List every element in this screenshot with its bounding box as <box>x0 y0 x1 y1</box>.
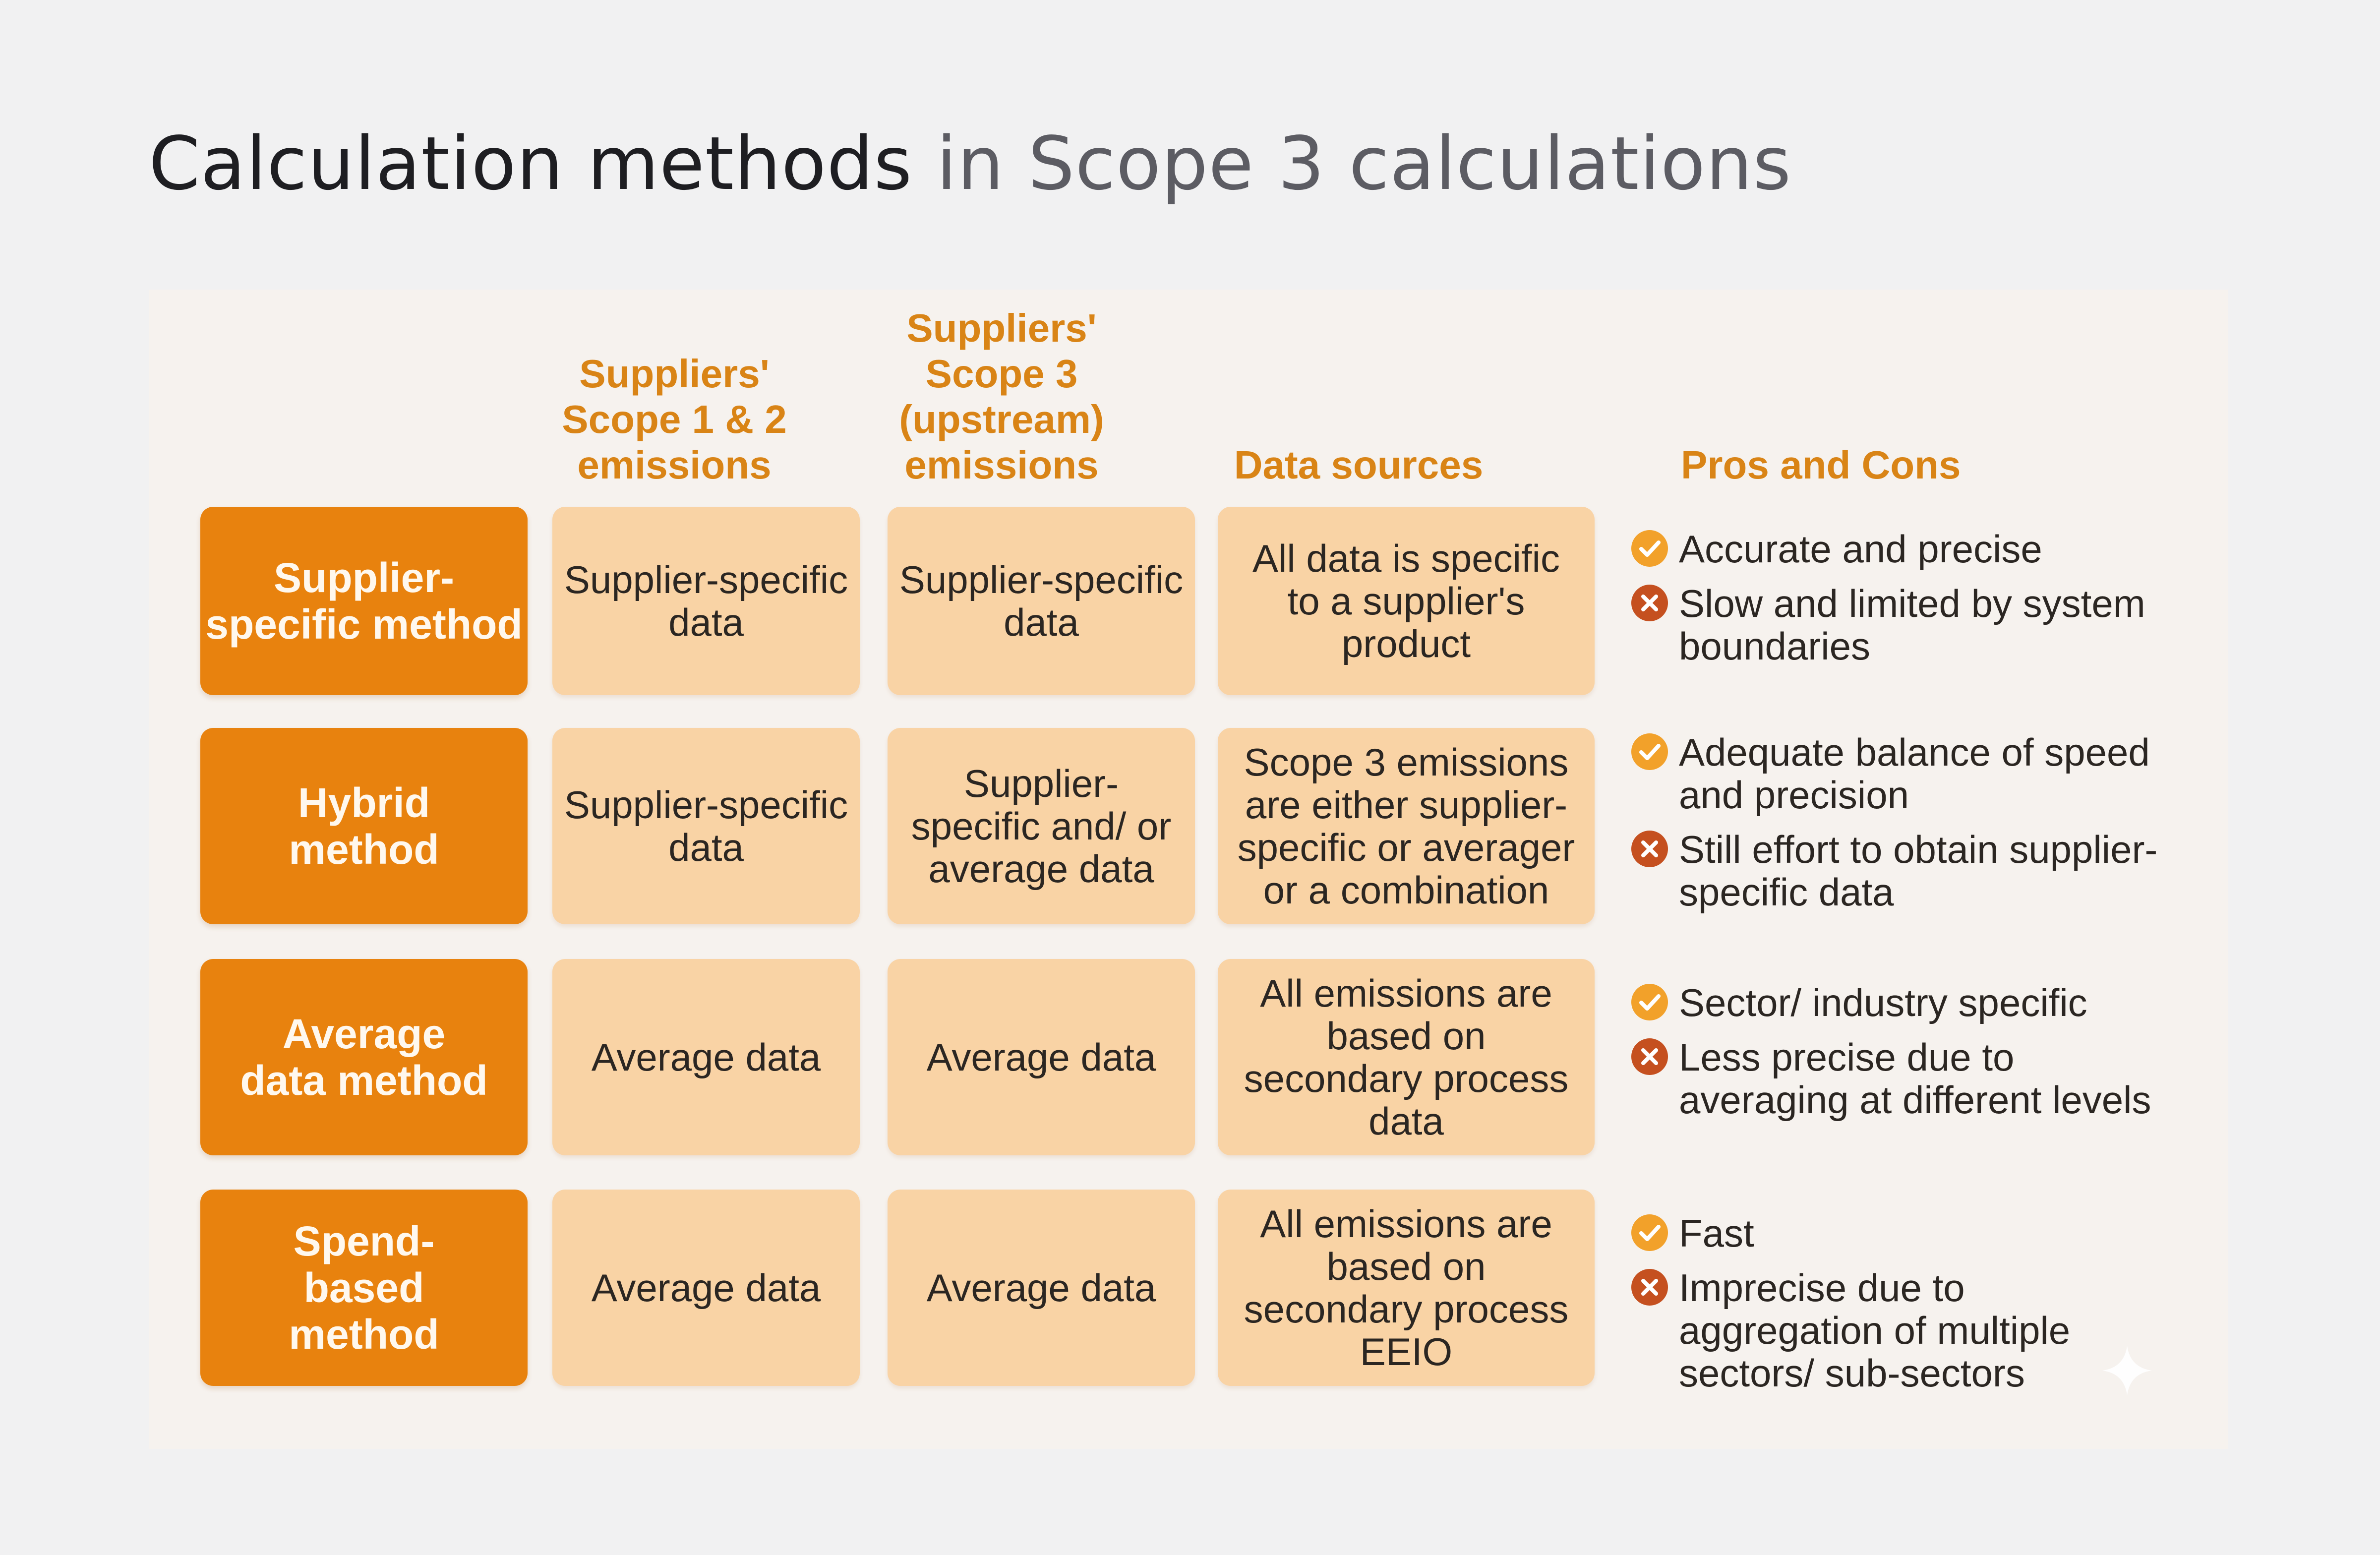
header-scope3: Suppliers' Scope 3 (upstream) emissions <box>899 306 1104 487</box>
pros-cons-block: Accurate and precise Slow and limited by… <box>1631 528 2177 679</box>
check-circle-icon <box>1631 1214 1668 1251</box>
check-circle-icon <box>1631 984 1668 1020</box>
pro-text: Sector/ industry specific <box>1679 981 2087 1024</box>
con-text: Still effort to obtain supplier-specific… <box>1679 828 2158 914</box>
con-item: Less precise due to averaging at differe… <box>1631 1036 2177 1121</box>
pro-text: Fast <box>1679 1211 1754 1255</box>
header-scope12: Suppliers' Scope 1 & 2 emissions <box>562 352 787 487</box>
con-item: Still effort to obtain supplier-specific… <box>1631 828 2177 913</box>
pro-text: Accurate and precise <box>1679 527 2042 571</box>
con-item: Slow and limited by system boundaries <box>1631 582 2177 667</box>
sparkle-icon <box>2097 1341 2157 1400</box>
header-pros-cons: Pros and Cons <box>1681 443 1961 487</box>
method-spend-based: Spend-based method <box>200 1190 528 1386</box>
cell-scope12: Average data <box>552 1190 860 1386</box>
cell-scope3: Average data <box>888 1190 1195 1386</box>
page-title: Calculation methods in Scope 3 calculati… <box>149 114 1791 213</box>
cell-scope3: Supplier-specific and/ or average data <box>888 728 1195 924</box>
pros-cons-block: Fast Imprecise due to aggregation of mul… <box>1631 1212 2177 1406</box>
cell-data-sources: All emissions are based on secondary pro… <box>1218 959 1595 1155</box>
pro-text: Adequate balance of speed and precision <box>1679 730 2150 817</box>
con-text: Less precise due to averaging at differe… <box>1679 1035 2151 1122</box>
title-sub: in Scope 3 calculations <box>912 121 1792 206</box>
method-average-data: Average data method <box>200 959 528 1155</box>
method-supplier-specific: Supplier-specific method <box>200 507 528 695</box>
pro-item: Sector/ industry specific <box>1631 981 2177 1024</box>
x-circle-icon <box>1631 831 1668 867</box>
pro-item: Adequate balance of speed and precision <box>1631 731 2177 816</box>
cell-scope3: Supplier-specific data <box>888 507 1195 695</box>
pro-item: Accurate and precise <box>1631 528 2177 570</box>
cell-scope12: Average data <box>552 959 860 1155</box>
pros-cons-block: Sector/ industry specific Less precise d… <box>1631 981 2177 1133</box>
x-circle-icon <box>1631 585 1668 621</box>
cell-scope3: Average data <box>888 959 1195 1155</box>
methods-table: Suppliers' Scope 1 & 2 emissions Supplie… <box>149 290 2228 1449</box>
cell-data-sources: Scope 3 emissions are either supplier-sp… <box>1218 728 1595 924</box>
x-circle-icon <box>1631 1038 1668 1075</box>
x-circle-icon <box>1631 1269 1668 1306</box>
cell-data-sources: All data is specific to a supplier's pro… <box>1218 507 1595 695</box>
con-text: Imprecise due to aggregation of multiple… <box>1679 1266 2071 1395</box>
title-main: Calculation methods <box>149 121 913 206</box>
header-data-sources: Data sources <box>1234 443 1484 487</box>
check-circle-icon <box>1631 733 1668 770</box>
check-circle-icon <box>1631 530 1668 567</box>
pros-cons-block: Adequate balance of speed and precision … <box>1631 731 2177 925</box>
method-hybrid: Hybrid method <box>200 728 528 924</box>
cell-scope12: Supplier-specific data <box>552 507 860 695</box>
cell-scope12: Supplier-specific data <box>552 728 860 924</box>
con-item: Imprecise due to aggregation of multiple… <box>1631 1266 2177 1394</box>
pro-item: Fast <box>1631 1212 2177 1255</box>
cell-data-sources: All emissions are based on secondary pro… <box>1218 1190 1595 1386</box>
con-text: Slow and limited by system boundaries <box>1679 582 2145 668</box>
